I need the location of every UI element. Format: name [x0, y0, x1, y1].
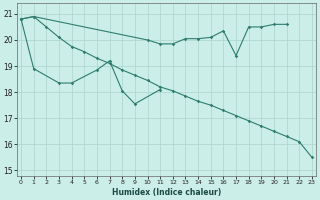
X-axis label: Humidex (Indice chaleur): Humidex (Indice chaleur)	[112, 188, 221, 197]
